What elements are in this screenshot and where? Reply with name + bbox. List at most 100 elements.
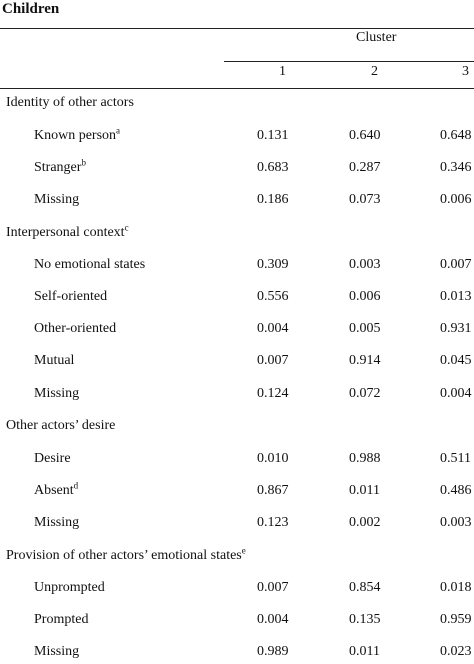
row-label: Absentd: [34, 480, 79, 499]
cell-cluster-2: 0.011: [349, 644, 380, 659]
section-label: Other actors’ desire: [6, 418, 115, 434]
cell-cluster-3: 0.931: [440, 321, 472, 336]
section-label: Interpersonal contextc: [6, 222, 129, 241]
cell-cluster-2: 0.011: [349, 483, 380, 498]
cell-cluster-1: 0.867: [257, 483, 289, 498]
row-label-text: Missing: [34, 515, 80, 530]
cell-cluster-1: 0.989: [257, 644, 289, 659]
column-header-3: 3: [462, 64, 469, 79]
section-label: Provision of other actors’ emotional sta…: [6, 545, 246, 564]
row-label: Missing: [34, 515, 79, 531]
row-label: Known persona: [34, 126, 120, 144]
row-label: No emotional states: [34, 257, 145, 273]
table-row: Absentd 0.867 0.011 0.486: [0, 480, 474, 503]
cell-cluster-3: 0.511: [440, 451, 471, 466]
row-label-text: Interpersonal context: [6, 225, 125, 240]
footnote-marker: d: [73, 480, 79, 491]
table-row: Missing 0.124 0.072 0.004: [0, 386, 474, 406]
cell-cluster-2: 0.073: [349, 192, 381, 207]
row-label: Strangerb: [34, 157, 86, 176]
row-label-text: Mutual: [34, 353, 75, 368]
row-label-text: Provision of other actors’ emotional sta…: [6, 548, 242, 563]
table-row: Missing 0.186 0.073 0.006: [0, 192, 474, 212]
cell-cluster-3: 0.648: [440, 128, 472, 143]
section-row: Other actors’ desire: [0, 418, 474, 438]
cell-cluster-3: 0.346: [440, 160, 472, 175]
cell-cluster-3: 0.013: [440, 289, 472, 304]
cluster-rule: [224, 61, 474, 62]
footnote-marker: e: [241, 545, 246, 556]
column-header-2: 2: [371, 64, 378, 79]
cell-cluster-3: 0.959: [440, 612, 472, 627]
cell-cluster-2: 0.640: [349, 128, 381, 143]
section-row: Identity of other actors: [0, 95, 474, 115]
row-label: Desire: [34, 451, 71, 467]
row-label-text: Missing: [34, 192, 80, 207]
cell-cluster-2: 0.135: [349, 612, 381, 627]
row-label-text: Prompted: [34, 612, 89, 627]
row-label-text: Self-oriented: [34, 289, 108, 304]
row-label-text: Unprompted: [34, 580, 105, 595]
table-row: Other-oriented 0.004 0.005 0.931: [0, 321, 474, 341]
table-row: Mutual 0.007 0.914 0.045: [0, 353, 474, 373]
cell-cluster-3: 0.486: [440, 483, 472, 498]
cell-cluster-3: 0.018: [440, 580, 472, 595]
row-label: Prompted: [34, 612, 88, 628]
cell-cluster-2: 0.854: [349, 580, 381, 595]
row-label-text: Missing: [34, 644, 80, 659]
header-rule: [0, 88, 474, 89]
cell-cluster-1: 0.007: [257, 580, 289, 595]
cell-cluster-3: 0.006: [440, 192, 472, 207]
table-row: Missing 0.123 0.002 0.003: [0, 515, 474, 535]
row-label: Unprompted: [34, 580, 105, 596]
section-row: Interpersonal contextc: [0, 222, 474, 245]
table-row: Self-oriented 0.556 0.006 0.013: [0, 289, 474, 309]
cell-cluster-2: 0.002: [349, 515, 381, 530]
row-label: Self-oriented: [34, 289, 107, 305]
cell-cluster-3: 0.023: [440, 644, 472, 659]
cell-cluster-2: 0.072: [349, 386, 381, 401]
row-label: Mutual: [34, 353, 74, 369]
cell-cluster-3: 0.004: [440, 386, 472, 401]
row-label-text: Missing: [34, 386, 80, 401]
row-label: Other-oriented: [34, 321, 116, 337]
section-row: Provision of other actors’ emotional sta…: [0, 545, 474, 568]
section-label: Identity of other actors: [6, 95, 134, 111]
cell-cluster-1: 0.007: [257, 353, 289, 368]
row-label: Missing: [34, 386, 79, 402]
cell-cluster-2: 0.914: [349, 353, 381, 368]
cell-cluster-2: 0.005: [349, 321, 381, 336]
row-label-text: Other actors’ desire: [6, 418, 116, 433]
row-label-text: Desire: [34, 451, 71, 466]
cell-cluster-1: 0.186: [257, 192, 289, 207]
cell-cluster-2: 0.988: [349, 451, 381, 466]
top-rule: [0, 28, 474, 29]
table-row: Missing 0.989 0.011 0.023: [0, 644, 474, 664]
column-header-1: 1: [279, 64, 286, 79]
cell-cluster-1: 0.309: [257, 257, 289, 272]
footnote-marker: c: [124, 222, 129, 233]
cell-cluster-3: 0.007: [440, 257, 472, 272]
table-row: Unprompted 0.007 0.854 0.018: [0, 580, 474, 600]
row-label-text: Stranger: [34, 160, 82, 175]
cell-cluster-3: 0.045: [440, 353, 472, 368]
cell-cluster-1: 0.004: [257, 321, 289, 336]
row-label-text: Other-oriented: [34, 321, 117, 336]
row-label-text: No emotional states: [34, 257, 146, 272]
row-label-text: Absent: [34, 483, 74, 498]
cell-cluster-1: 0.123: [257, 515, 289, 530]
cell-cluster-2: 0.006: [349, 289, 381, 304]
cell-cluster-2: 0.287: [349, 160, 381, 175]
cell-cluster-1: 0.683: [257, 160, 289, 175]
table-row: No emotional states 0.309 0.003 0.007: [0, 257, 474, 277]
cluster-header: Cluster: [356, 30, 397, 45]
cell-cluster-2: 0.003: [349, 257, 381, 272]
row-label: Missing: [34, 644, 79, 660]
table-title: Children: [2, 1, 60, 17]
cell-cluster-1: 0.010: [257, 451, 289, 466]
table-row: Prompted 0.004 0.135 0.959: [0, 612, 474, 632]
cell-cluster-3: 0.003: [440, 515, 472, 530]
cell-cluster-1: 0.131: [257, 128, 289, 143]
table-row: Known persona 0.131 0.640 0.648: [0, 126, 474, 148]
footnote-marker: b: [81, 157, 86, 168]
